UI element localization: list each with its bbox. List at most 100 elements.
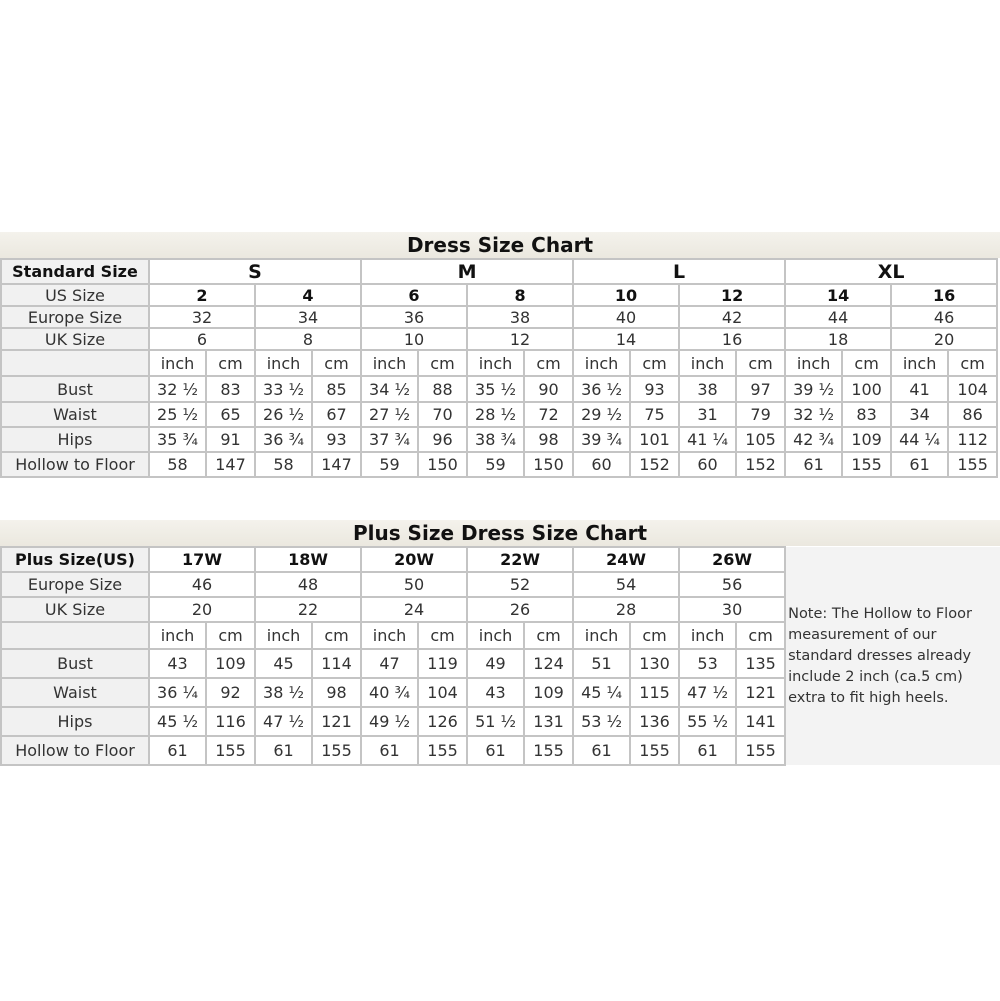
unit-cm: cm [311,621,363,650]
unit-cm: cm [417,621,469,650]
measurement-value: 38 [678,375,738,403]
size-value: 18 [784,327,893,351]
measurement-value: 53 [678,648,738,679]
size-value: 28 [572,596,681,623]
size-value: 16 [890,283,999,307]
unit-cm: cm [522,349,575,377]
measurement-value: 97 [735,375,787,403]
measurement-value: 34 [890,401,950,428]
size-group-header: XL [784,258,999,285]
measurement-value: 136 [629,706,681,737]
size-value: 50 [360,571,469,598]
measurement-value: 33 ½ [254,375,313,403]
measurement-value: 135 [735,648,787,679]
size-header: 17W [147,546,257,573]
size-row: UK Size 20 22 24 26 28 30 [0,596,1000,623]
measurement-value: 67 [311,401,362,428]
measurement-value: 92 [204,677,257,708]
plus-size-chart: Plus Size Dress Size Chart Plus Size(US)… [0,520,1000,766]
size-row: UK Size 6 8 10 12 14 16 18 20 [0,327,999,351]
measurement-value: 29 ½ [572,401,632,428]
measurement-value: 104 [417,677,469,708]
row-label: Hollow to Floor [0,451,150,478]
measurement-value: 155 [735,735,787,766]
measurement-value: 47 ½ [678,677,738,708]
measurement-value: 90 [522,375,575,403]
measurement-value: 42 ¾ [784,426,844,453]
measurement-value: 35 ½ [466,375,525,403]
measurement-value: 93 [629,375,681,403]
measurement-value: 28 ½ [466,401,525,428]
measurement-value: 40 ¾ [360,677,420,708]
measurement-value: 61 [254,735,314,766]
unit-inch: inch [572,349,632,377]
unit-cm: cm [841,349,893,377]
measurement-value: 104 [947,375,999,403]
measurement-value: 41 [890,375,950,403]
size-value: 12 [465,327,575,351]
measurement-value: 36 ¾ [254,426,313,453]
unit-inch: inch [678,349,738,377]
row-label: Hollow to Floor [0,735,150,766]
measurement-row: Hips 45 ½ 116 47 ½ 121 49 ½ 126 51 ½ 131 53 ½ 136 5… [0,706,1000,737]
unit-inch: inch [360,349,419,377]
size-row: US Size 2 4 6 8 10 12 14 16 [0,283,999,307]
size-value: 8 [254,327,362,351]
measurement-value: 39 ½ [784,375,844,403]
note-text: Note: The Hollow to Floor measurement of… [785,547,1000,765]
size-value: 6 [148,327,256,351]
measurement-value: 124 [523,648,575,679]
size-value: 40 [572,305,681,329]
row-label: Hips [0,706,150,737]
size-value: 16 [678,327,787,351]
measurement-value: 105 [735,426,787,453]
measurement-value: 60 [678,451,738,478]
standard-size-row: Standard Size S M L XL [0,258,999,285]
units-row: inch cm inch cm inch cm inch cm inch cm inch cm inch… [0,349,999,377]
size-value: 4 [254,283,362,307]
measurement-value: 98 [311,677,363,708]
size-value: 48 [254,571,363,598]
measurement-value: 38 ¾ [466,426,525,453]
size-value: 20 [147,596,257,623]
measurement-value: 60 [572,451,632,478]
row-label: Waist [0,677,150,708]
unit-inch: inch [148,349,207,377]
measurement-value: 83 [841,401,893,428]
standard-size-chart: Dress Size Chart Standard Size S M L XL US Si… [0,232,1000,478]
measurement-value: 155 [204,735,257,766]
measurement-value: 61 [466,735,526,766]
unit-inch: inch [360,621,420,650]
measurement-value: 47 ½ [254,706,314,737]
measurement-value: 61 [572,735,632,766]
unit-inch: inch [254,349,313,377]
measurement-value: 130 [629,648,681,679]
unit-inch: inch [572,621,632,650]
unit-inch: inch [466,349,525,377]
measurement-value: 72 [522,401,575,428]
row-label: Plus Size(US) [0,546,150,573]
units-row: inch cm inch cm inch cm inch cm inch cm inch cm [0,621,1000,650]
size-header: 20W [360,546,469,573]
unit-cm: cm [204,621,257,650]
measurement-value: 34 ½ [360,375,419,403]
measurement-value: 44 ¼ [890,426,950,453]
measurement-value: 155 [311,735,363,766]
measurement-value: 43 [148,648,207,679]
measurement-value: 112 [947,426,999,453]
measurement-value: 35 ¾ [148,426,207,453]
unit-inch: inch [890,349,950,377]
unit-cm: cm [523,621,575,650]
measurement-value: 83 [205,375,256,403]
measurement-value: 32 ½ [148,375,207,403]
measurement-value: 38 ½ [254,677,314,708]
row-label: Standard Size [0,258,150,285]
measurement-value: 115 [629,677,681,708]
measurement-value: 109 [523,677,575,708]
unit-cm: cm [735,621,787,650]
unit-inch: inch [784,349,844,377]
measurement-value: 88 [417,375,468,403]
size-value: 52 [466,571,575,598]
measurement-value: 109 [204,648,257,679]
